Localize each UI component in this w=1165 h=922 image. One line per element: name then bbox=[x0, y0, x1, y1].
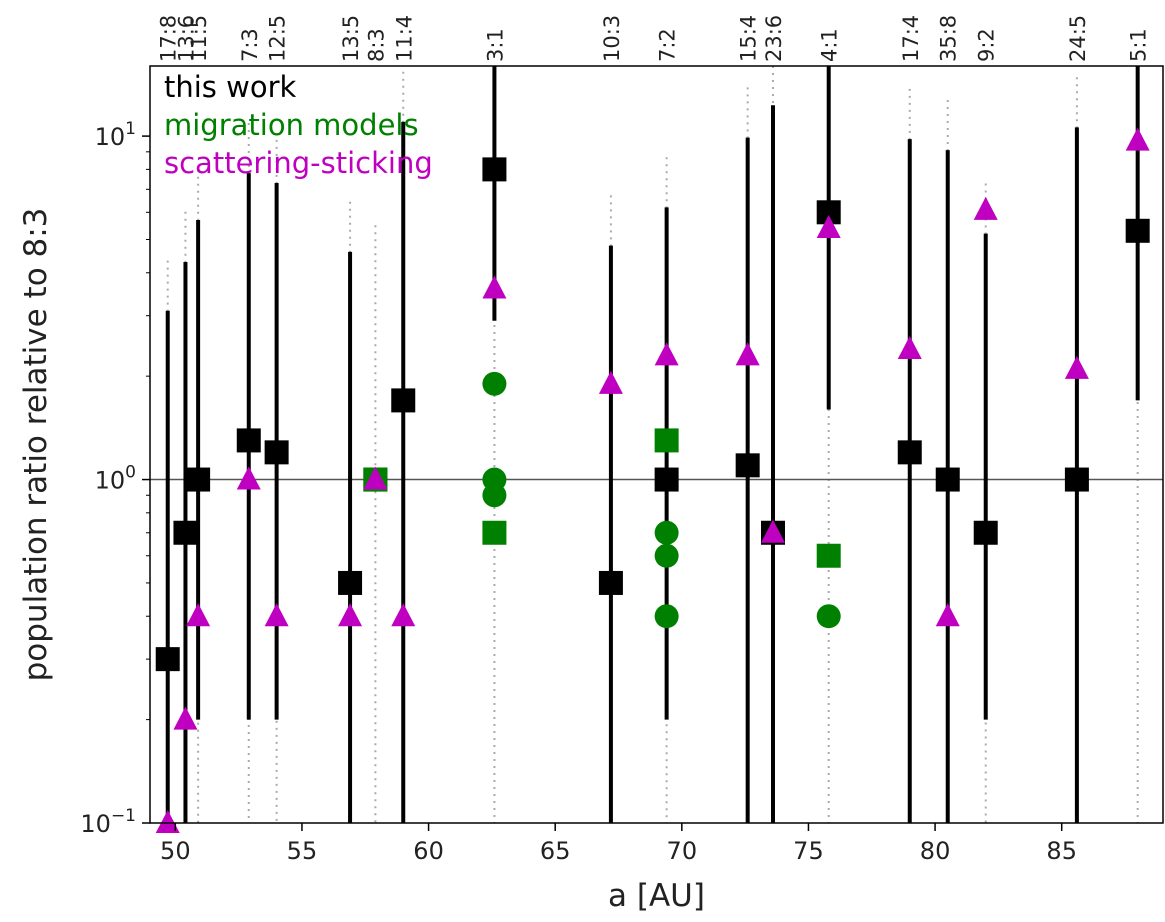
plot-frame bbox=[149, 65, 1164, 824]
resonance-label: 35:8 bbox=[937, 15, 961, 62]
legend-entry: scattering-sticking bbox=[164, 146, 433, 180]
resonance-labels: 17:813:611:5 7:3 12:5 13:5 8:3 11:4 3:1 10:3 7:2… bbox=[157, 15, 1151, 62]
resonance-label: 12:5 bbox=[266, 15, 290, 62]
scattering-marker bbox=[236, 466, 261, 490]
this-work-marker bbox=[897, 440, 922, 465]
resonance-label: 11:5 bbox=[187, 15, 211, 62]
y-tick-label: 101 bbox=[95, 119, 136, 151]
resonance-label: 23:6 bbox=[762, 15, 786, 62]
migration-marker bbox=[482, 483, 507, 508]
scattering-marker bbox=[598, 370, 623, 394]
y-axis-label: population ratio relative to 8:3 bbox=[18, 208, 54, 682]
migration-marker bbox=[654, 428, 679, 453]
x-tick-label: 85 bbox=[1046, 837, 1077, 865]
resonance-label: 3:1 bbox=[483, 28, 507, 62]
scattering-marker bbox=[482, 275, 507, 299]
markers bbox=[155, 127, 1150, 833]
y-tick-base: 10 bbox=[95, 467, 126, 495]
legend: this work migration models scattering-stic… bbox=[164, 70, 433, 180]
resonance-label: 13:6 bbox=[174, 15, 198, 62]
x-tick-label: 80 bbox=[920, 837, 951, 865]
x-tick-label: 70 bbox=[667, 837, 698, 865]
y-tick-label: 10−1 bbox=[80, 806, 136, 838]
scattering-marker bbox=[173, 706, 198, 730]
scattering-marker bbox=[186, 603, 211, 627]
x-tick-label: 60 bbox=[413, 837, 444, 865]
x-tick-label: 65 bbox=[540, 837, 571, 865]
scattering-marker bbox=[338, 603, 363, 627]
this-work-marker bbox=[155, 647, 180, 672]
resonance-label: 5:1 bbox=[1127, 28, 1151, 62]
this-work-marker bbox=[186, 467, 211, 492]
resonance-label: 8:3 bbox=[364, 28, 388, 62]
resonance-label: 17:4 bbox=[899, 15, 923, 62]
this-work-marker bbox=[482, 157, 507, 182]
legend-entry: this work bbox=[164, 70, 297, 104]
x-tick-label: 50 bbox=[160, 837, 191, 865]
resonance-label: 15:4 bbox=[737, 15, 761, 62]
scattering-marker bbox=[935, 603, 960, 627]
migration-marker bbox=[482, 371, 507, 396]
this-work-marker bbox=[598, 570, 623, 595]
resonance-label: 4:1 bbox=[818, 28, 842, 62]
this-work-marker bbox=[1064, 467, 1089, 492]
resonance-label: 7:2 bbox=[656, 28, 680, 62]
x-tick-label: 55 bbox=[287, 837, 318, 865]
scattering-marker bbox=[155, 810, 180, 833]
scattering-marker bbox=[363, 466, 388, 490]
this-work-marker bbox=[173, 520, 198, 545]
this-work-marker bbox=[264, 440, 289, 465]
scattering-marker bbox=[391, 603, 416, 627]
y-tick-label: 100 bbox=[95, 463, 136, 495]
resonance-label: 13:5 bbox=[339, 15, 363, 62]
resonance-label: 9:2 bbox=[975, 28, 999, 62]
scattering-marker bbox=[654, 342, 679, 366]
x-tick-label: 75 bbox=[793, 837, 824, 865]
this-work-marker bbox=[236, 428, 261, 453]
x-axis-label: a [AU] bbox=[608, 878, 705, 914]
resonance-label: 17:8 bbox=[157, 15, 181, 62]
this-work-marker bbox=[391, 388, 416, 413]
migration-marker bbox=[654, 520, 679, 545]
y-tick-exponent: 1 bbox=[125, 119, 136, 139]
migration-marker bbox=[654, 543, 679, 568]
y-tick-base: 10 bbox=[95, 123, 126, 151]
scattering-marker bbox=[760, 519, 785, 543]
this-work-marker bbox=[935, 467, 960, 492]
scattering-marker bbox=[735, 342, 760, 366]
resonance-label: 7:3 bbox=[238, 28, 262, 62]
scattering-marker bbox=[1125, 127, 1150, 151]
scattering-marker bbox=[264, 603, 289, 627]
this-work-marker bbox=[1125, 218, 1150, 243]
resonance-label: 24:5 bbox=[1066, 15, 1090, 62]
scattering-marker bbox=[973, 196, 998, 220]
this-work-marker bbox=[735, 453, 760, 478]
resonance-label: 11:4 bbox=[392, 15, 416, 62]
migration-marker bbox=[816, 543, 841, 568]
y-tick-exponent: 0 bbox=[125, 463, 136, 483]
this-work-marker bbox=[973, 520, 998, 545]
this-work-marker bbox=[654, 467, 679, 492]
y-tick-base: 10 bbox=[80, 810, 111, 838]
migration-marker bbox=[654, 604, 679, 629]
this-work-marker bbox=[338, 570, 363, 595]
legend-entry: migration models bbox=[164, 108, 419, 142]
migration-marker bbox=[482, 520, 507, 545]
scattering-marker bbox=[1064, 355, 1089, 379]
resonance-label: 10:3 bbox=[600, 15, 624, 62]
scattering-marker bbox=[816, 215, 841, 239]
migration-marker bbox=[816, 604, 841, 629]
scattering-marker bbox=[897, 335, 922, 359]
y-tick-exponent: −1 bbox=[111, 806, 136, 826]
